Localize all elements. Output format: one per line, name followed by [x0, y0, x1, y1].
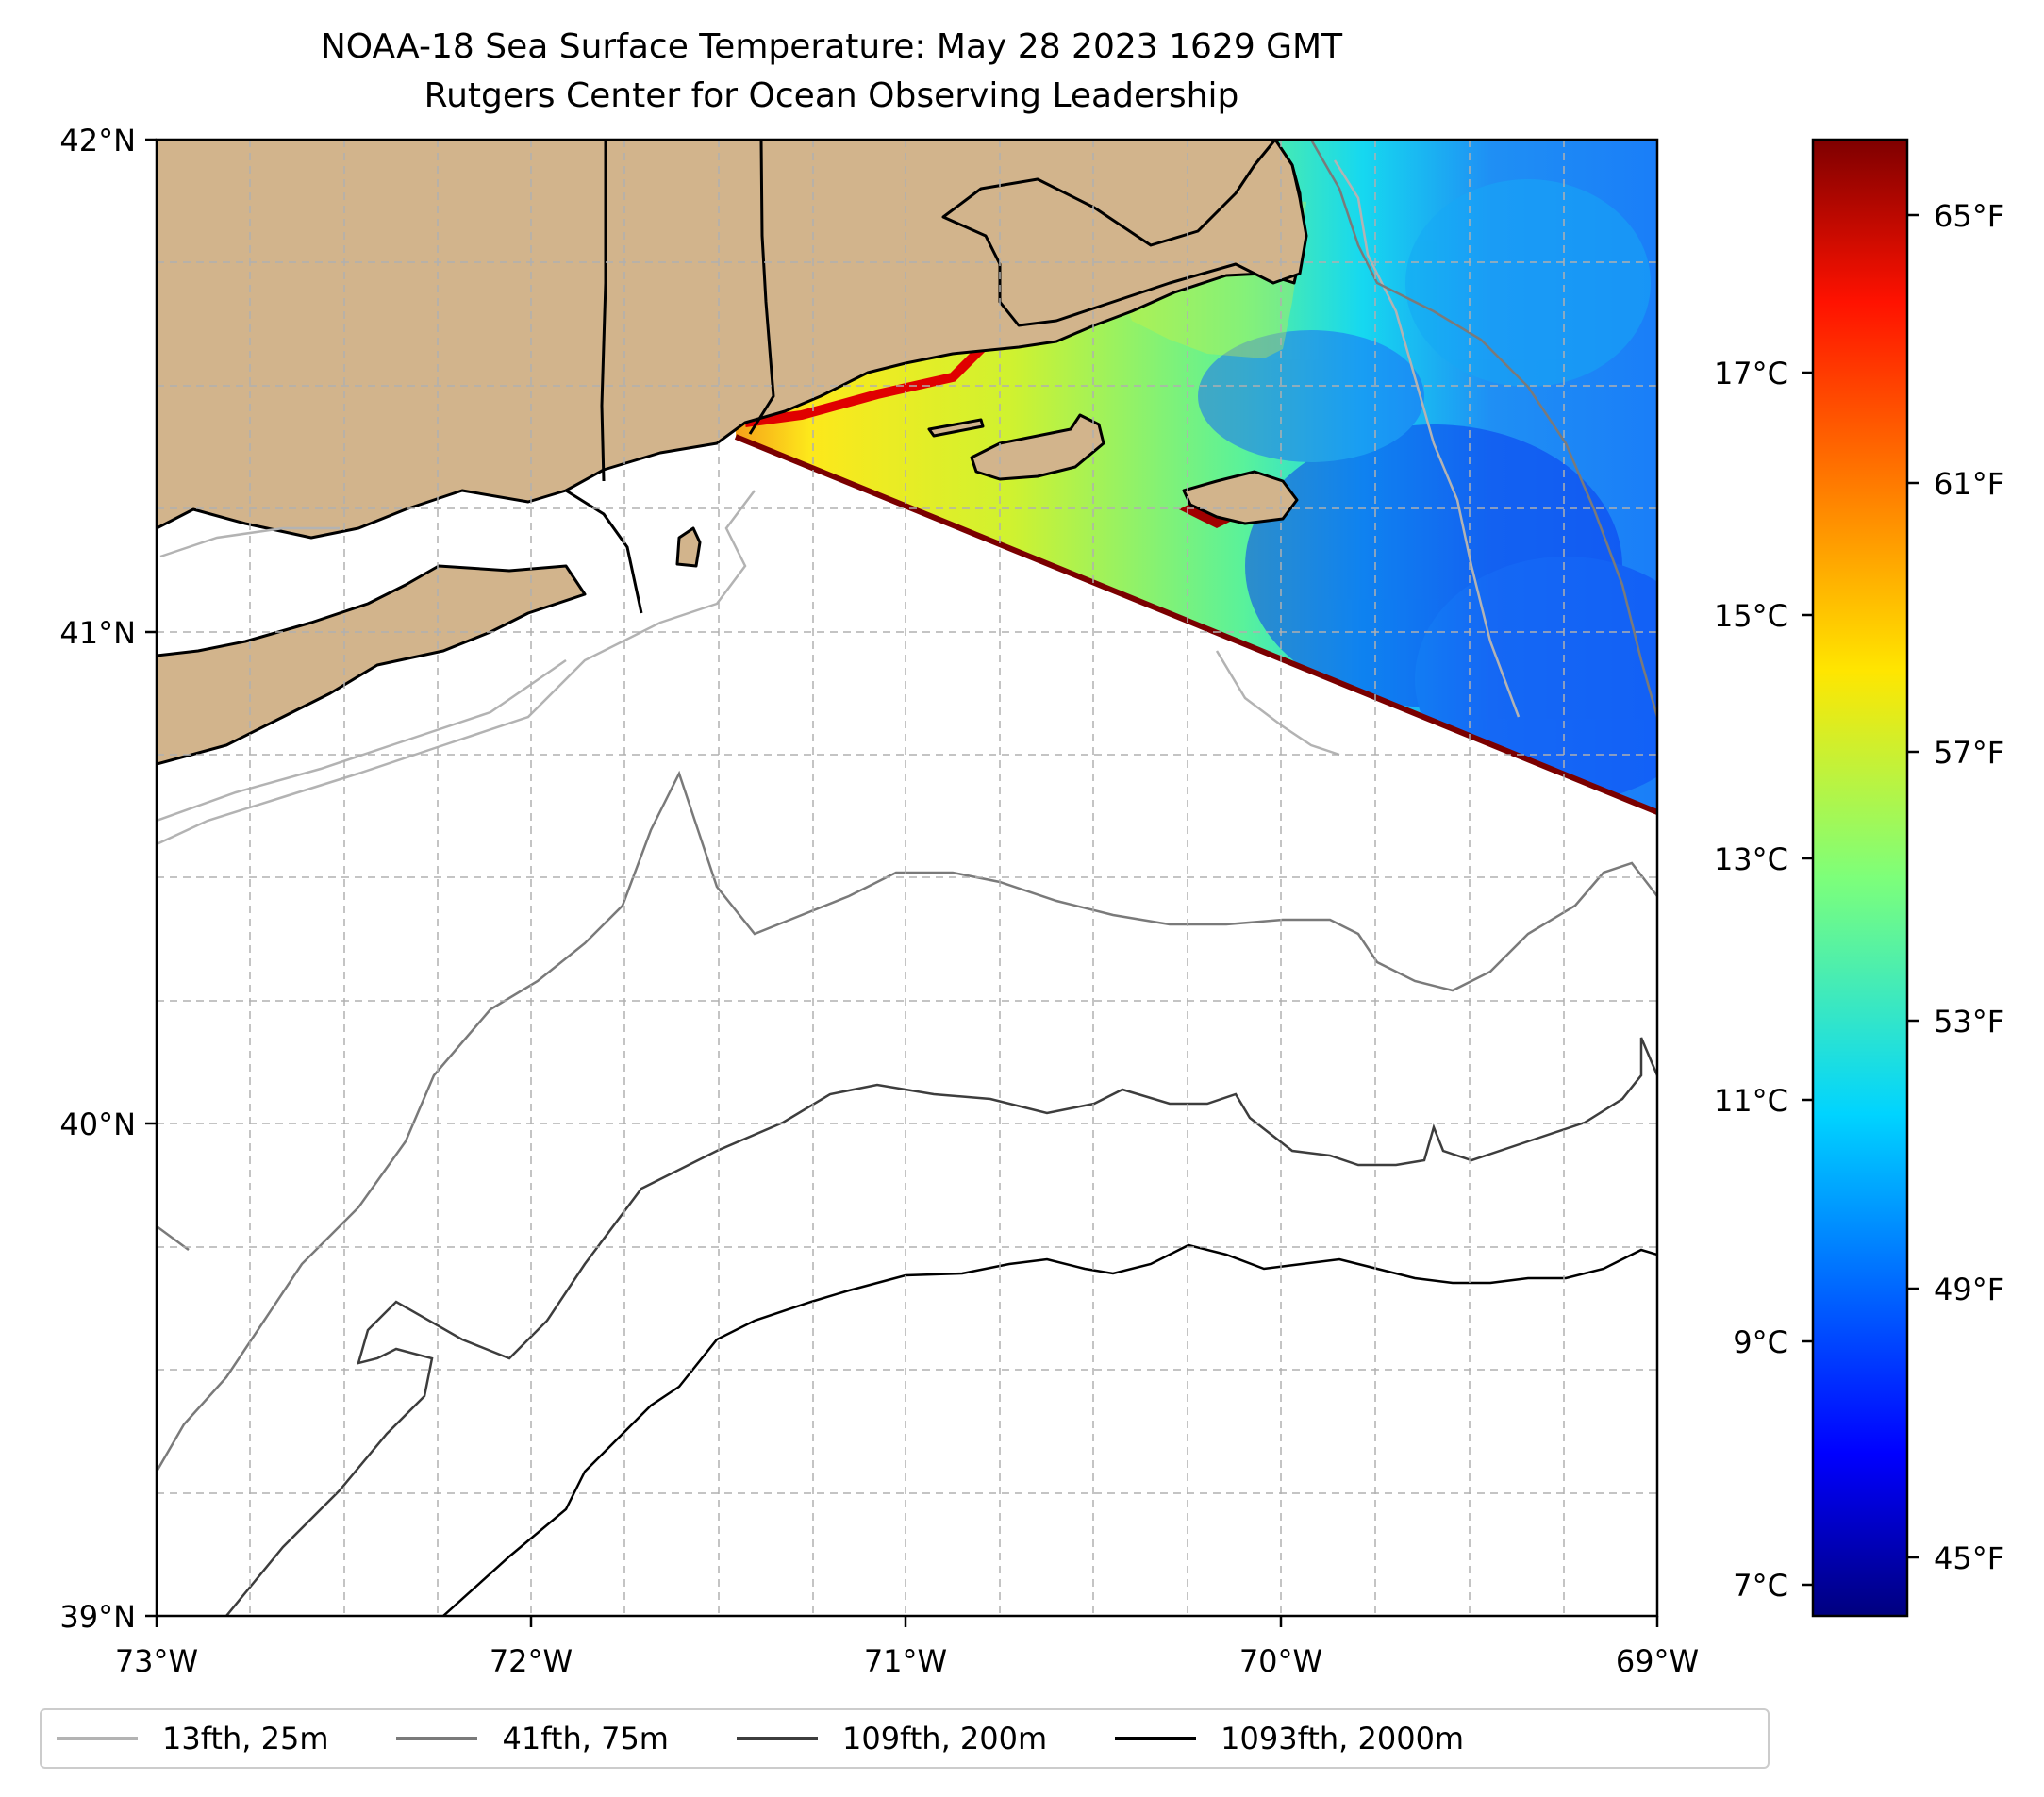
colorbar-celsius-label: 9°C — [1733, 1324, 1788, 1360]
legend-line — [1115, 1737, 1197, 1740]
legend-label: 109fth, 200m — [841, 1721, 1048, 1756]
gridlines — [157, 140, 1657, 1616]
colorbar-ticks — [1802, 213, 1919, 1587]
legend-line — [396, 1737, 478, 1740]
colorbar-celsius-label: 7°C — [1733, 1568, 1788, 1604]
axis-ticks — [145, 138, 1659, 1627]
y-tick-label: 39°N — [59, 1599, 136, 1635]
x-tick-label: 72°W — [490, 1643, 573, 1679]
colorbar-fahrenheit-label: 57°F — [1934, 735, 2004, 771]
map-subtitle: Rutgers Center for Ocean Observing Leade… — [424, 76, 1239, 115]
colorbar-fahrenheit-label: 65°F — [1934, 198, 2004, 234]
y-tick-label: 40°N — [59, 1106, 136, 1142]
x-tick-label: 70°W — [1239, 1643, 1322, 1679]
colorbar-celsius-label: 15°C — [1714, 598, 1788, 634]
colorbar-celsius-label: 13°C — [1714, 841, 1788, 877]
colorbar — [1811, 138, 1909, 1618]
map-title: NOAA-18 Sea Surface Temperature: May 28 … — [320, 27, 1343, 66]
contour-25m — [157, 159, 1521, 846]
contour-200m — [225, 1037, 1657, 1616]
x-tick-label: 71°W — [864, 1643, 947, 1679]
land — [157, 140, 1308, 766]
legend-item-2000m: 1093fth, 2000m — [1115, 1721, 1464, 1756]
contour-2000m — [442, 1243, 1657, 1616]
y-tick-label: 41°N — [59, 615, 136, 651]
y-tick-label: 42°N — [59, 123, 136, 158]
colorbar-fahrenheit-label: 49°F — [1934, 1272, 2004, 1307]
colorbar-fahrenheit-label: 53°F — [1934, 1004, 2004, 1040]
legend-line — [736, 1737, 818, 1740]
contour-75m — [157, 140, 1657, 1473]
legend-line — [57, 1737, 138, 1740]
colorbar-fahrenheit-label: 45°F — [1934, 1540, 2004, 1576]
legend-item-200m: 109fth, 200m — [736, 1721, 1048, 1756]
legend-label: 13fth, 25m — [162, 1721, 329, 1756]
state-boundaries — [565, 140, 775, 614]
colorbar-fahrenheit-label: 61°F — [1934, 466, 2004, 502]
legend-label: 41fth, 75m — [502, 1721, 669, 1756]
legend-item-25m: 13fth, 25m — [57, 1721, 328, 1756]
map-frame — [155, 138, 1659, 1618]
legend-label: 1093fth, 2000m — [1221, 1721, 1465, 1756]
colorbar-celsius-label: 11°C — [1714, 1083, 1788, 1119]
x-tick-label: 69°W — [1616, 1643, 1699, 1679]
contour-legend: 13fth, 25m 41fth, 75m 109fth, 200m 1093f… — [40, 1708, 1770, 1769]
x-tick-label: 73°W — [115, 1643, 198, 1679]
colorbar-celsius-label: 17°C — [1714, 356, 1788, 391]
legend-item-75m: 41fth, 75m — [396, 1721, 669, 1756]
